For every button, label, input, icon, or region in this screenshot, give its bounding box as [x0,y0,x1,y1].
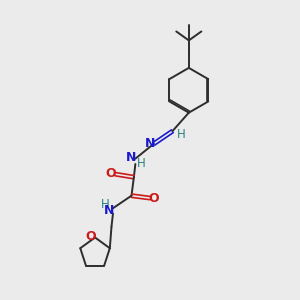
Text: N: N [145,136,155,150]
Text: H: H [101,198,110,211]
Text: O: O [149,192,160,205]
Text: N: N [104,204,115,217]
Text: H: H [137,157,146,169]
Text: O: O [106,167,116,180]
Text: N: N [126,151,137,164]
Text: H: H [176,128,185,141]
Text: O: O [85,230,96,243]
